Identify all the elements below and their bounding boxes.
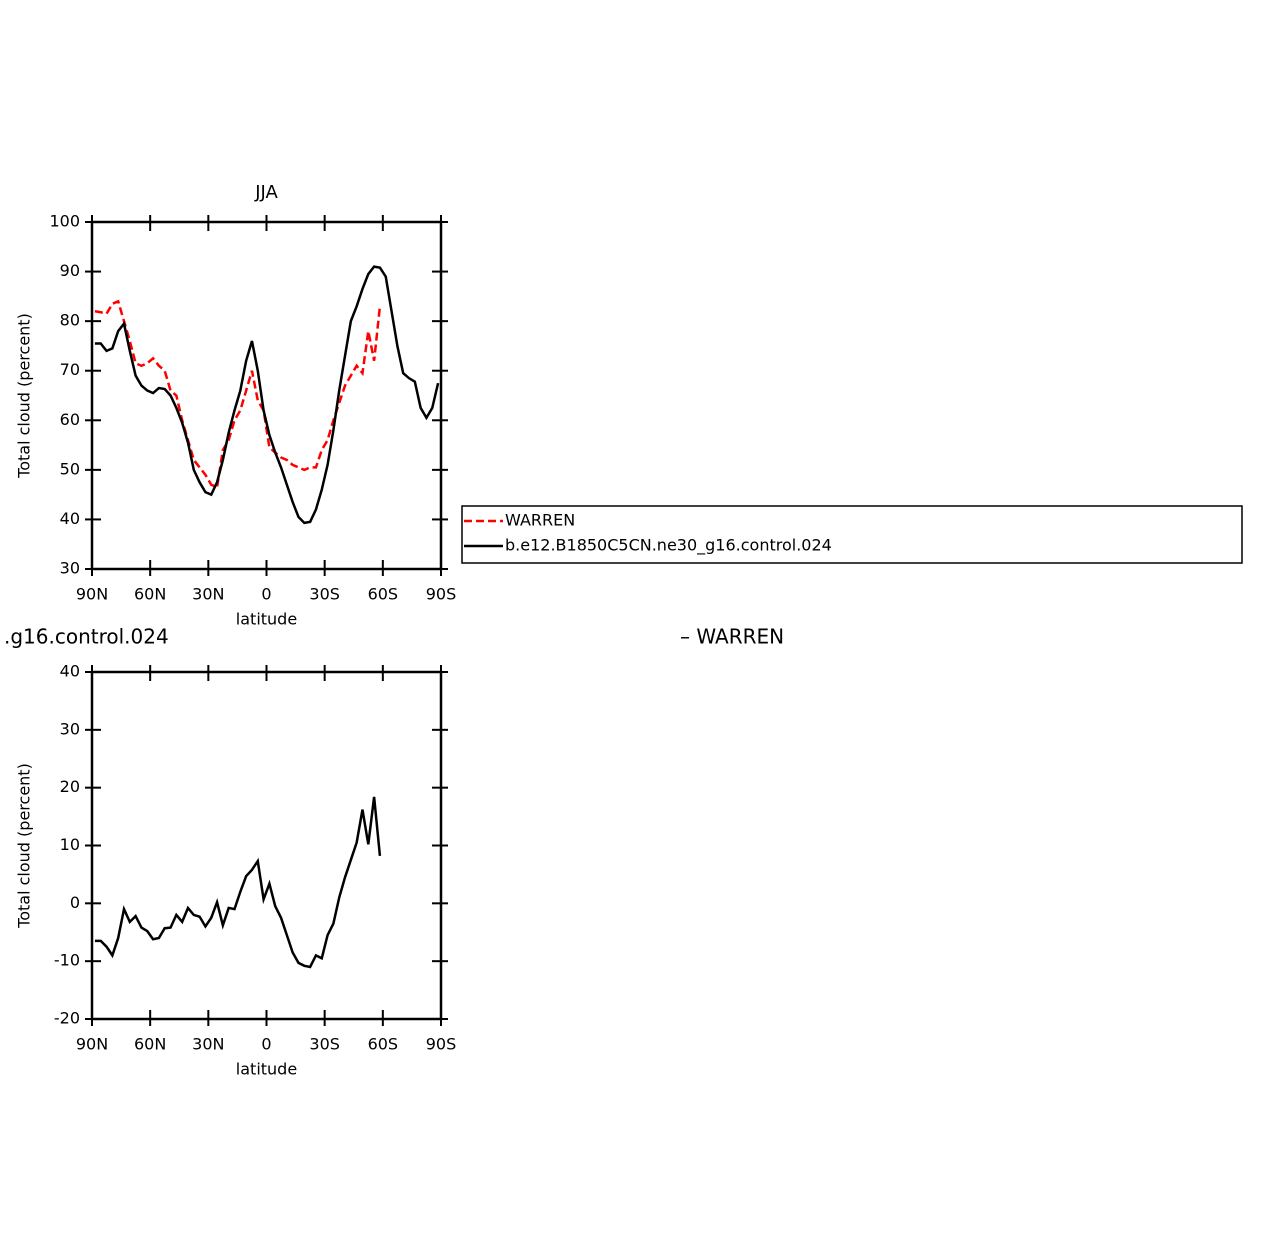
x-tick-label: 90N	[76, 585, 108, 604]
y-tick-label: 40	[60, 509, 80, 528]
plot-frame	[90, 670, 443, 1021]
y-tick-label: 0	[70, 893, 80, 912]
series-line	[94, 299, 382, 489]
y-tick-label: 60	[60, 410, 80, 429]
chart-title: JJA	[254, 182, 278, 203]
series-line	[94, 796, 382, 969]
y-tick-label: 70	[60, 360, 80, 379]
y-tick-label: 100	[49, 212, 80, 231]
legend-box	[461, 505, 1243, 564]
y-tick-label: 30	[60, 559, 80, 578]
y-tick-label: 50	[60, 459, 80, 478]
x-tick-label: 60S	[368, 585, 399, 604]
y-tick-label: 20	[60, 777, 80, 796]
x-tick-label: 90S	[426, 585, 457, 604]
y-tick-label: 40	[60, 662, 80, 681]
x-tick-label: 0	[261, 585, 271, 604]
y-axis-label: Total cloud (percent)	[15, 313, 34, 479]
x-tick-label: 90S	[426, 1035, 457, 1054]
y-tick-label: 90	[60, 261, 80, 280]
series-line	[94, 265, 440, 525]
y-tick-label: 80	[60, 311, 80, 330]
x-axis-label: latitude	[236, 610, 297, 629]
chart-title: – WARREN	[680, 625, 784, 649]
legend-label: WARREN	[505, 511, 575, 530]
x-tick-label: 30S	[309, 585, 340, 604]
chart-title: .g16.control.024	[4, 625, 169, 649]
y-tick-label: 10	[60, 835, 80, 854]
legend-label: b.e12.B1850C5CN.ne30_g16.control.024	[505, 536, 832, 556]
x-tick-label: 60N	[134, 585, 166, 604]
x-tick-label: 60N	[134, 1035, 166, 1054]
x-axis-label: latitude	[236, 1060, 297, 1079]
x-tick-label: 90N	[76, 1035, 108, 1054]
y-tick-label: -10	[54, 951, 80, 970]
y-tick-label: -20	[54, 1009, 80, 1028]
y-tick-label: 30	[60, 719, 80, 738]
x-tick-label: 30S	[309, 1035, 340, 1054]
x-tick-label: 60S	[368, 1035, 399, 1054]
y-axis-label: Total cloud (percent)	[15, 763, 34, 929]
x-tick-label: 30N	[192, 585, 224, 604]
x-tick-label: 0	[261, 1035, 271, 1054]
plot-frame	[90, 220, 443, 571]
x-tick-label: 30N	[192, 1035, 224, 1054]
